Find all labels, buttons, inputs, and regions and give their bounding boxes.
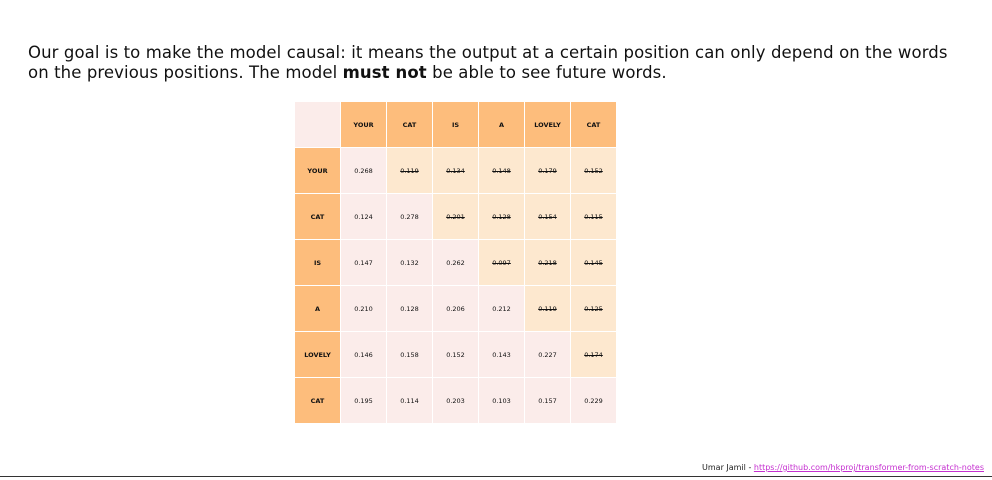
score-cell: 0.210 <box>341 286 386 331</box>
score-cell: 0.147 <box>341 240 386 285</box>
masked-score-cell: 0.125 <box>571 286 616 331</box>
score-cell: 0.146 <box>341 332 386 377</box>
masked-score-cell: 0.097 <box>479 240 524 285</box>
row-header: LOVELY <box>295 332 340 377</box>
credit-author: Umar Jamil - <box>702 463 754 472</box>
masked-score-cell: 0.218 <box>525 240 570 285</box>
score-cell: 0.128 <box>387 286 432 331</box>
score-cell: 0.195 <box>341 378 386 423</box>
score-cell: 0.124 <box>341 194 386 239</box>
score-cell: 0.268 <box>341 148 386 193</box>
masked-score-cell: 0.152 <box>571 148 616 193</box>
row-header: CAT <box>295 194 340 239</box>
masked-score-cell: 0.145 <box>571 240 616 285</box>
masked-score-cell: 0.201 <box>433 194 478 239</box>
masked-score-cell: 0.119 <box>525 286 570 331</box>
row-header: YOUR <box>295 148 340 193</box>
row-header: A <box>295 286 340 331</box>
score-cell: 0.157 <box>525 378 570 423</box>
attention-matrix: YOUR CAT IS A LOVELY CAT YOUR 0.268 0.119 0… <box>295 102 616 423</box>
masked-score-cell: 0.134 <box>433 148 478 193</box>
intro-bold: must not <box>342 63 427 82</box>
masked-score-cell: 0.179 <box>525 148 570 193</box>
masked-score-cell: 0.154 <box>525 194 570 239</box>
intro-part1: Our goal is to make the model causal: it… <box>28 43 948 82</box>
masked-score-cell: 0.119 <box>387 148 432 193</box>
credit-link[interactable]: https://github.com/hkproj/transformer-fr… <box>753 463 984 472</box>
score-cell: 0.262 <box>433 240 478 285</box>
score-cell: 0.206 <box>433 286 478 331</box>
score-cell: 0.227 <box>525 332 570 377</box>
score-cell: 0.212 <box>479 286 524 331</box>
score-cell: 0.152 <box>433 332 478 377</box>
column-header: LOVELY <box>525 102 570 147</box>
intro-text: Our goal is to make the model causal: it… <box>28 43 968 83</box>
score-cell: 0.203 <box>433 378 478 423</box>
score-cell: 0.158 <box>387 332 432 377</box>
credit: Umar Jamil - https://github.com/hkproj/t… <box>702 463 984 472</box>
column-header: CAT <box>571 102 616 147</box>
masked-score-cell: 0.174 <box>571 332 616 377</box>
masked-score-cell: 0.115 <box>571 194 616 239</box>
column-header: CAT <box>387 102 432 147</box>
bottom-rule <box>0 476 992 477</box>
matrix-corner <box>295 102 340 147</box>
score-cell: 0.143 <box>479 332 524 377</box>
column-header: IS <box>433 102 478 147</box>
column-header: A <box>479 102 524 147</box>
score-cell: 0.114 <box>387 378 432 423</box>
masked-score-cell: 0.128 <box>479 194 524 239</box>
score-cell: 0.278 <box>387 194 432 239</box>
score-cell: 0.103 <box>479 378 524 423</box>
score-cell: 0.132 <box>387 240 432 285</box>
masked-score-cell: 0.148 <box>479 148 524 193</box>
column-header: YOUR <box>341 102 386 147</box>
row-header: CAT <box>295 378 340 423</box>
row-header: IS <box>295 240 340 285</box>
score-cell: 0.229 <box>571 378 616 423</box>
intro-part2: be able to see future words. <box>426 63 667 82</box>
